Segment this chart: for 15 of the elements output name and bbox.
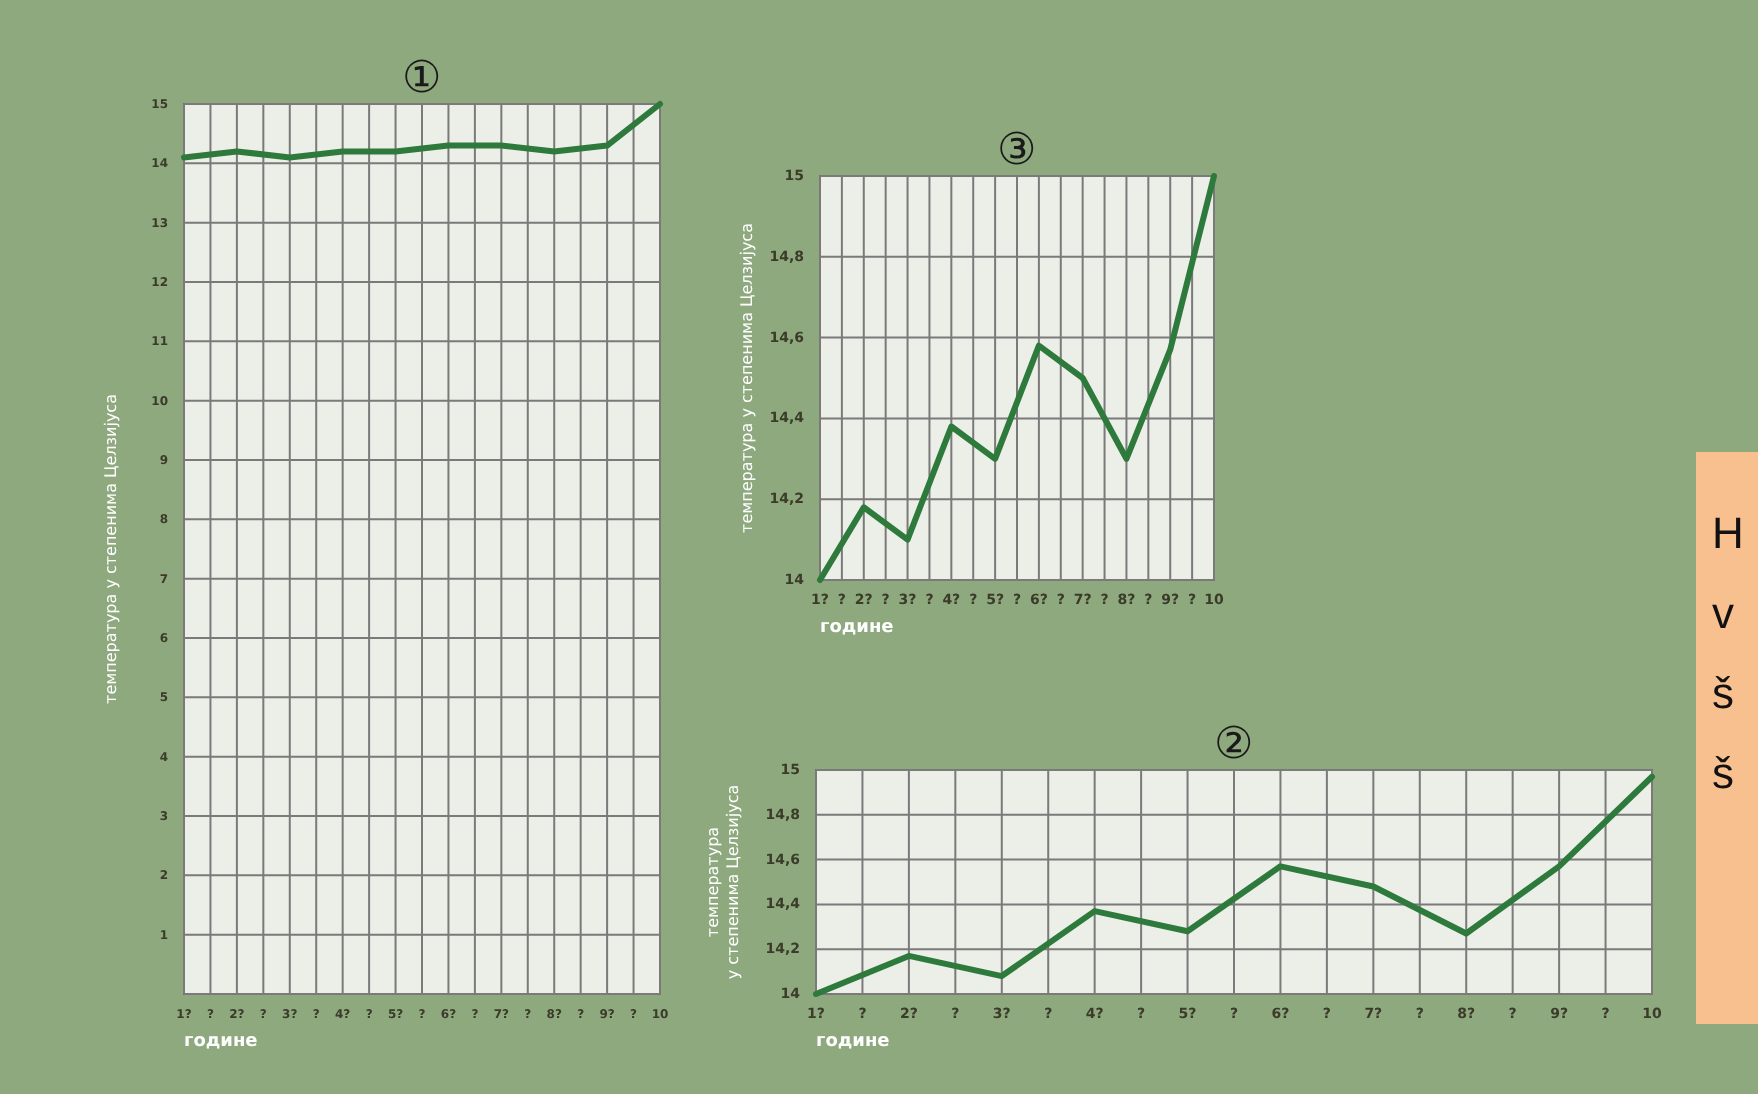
x-axis-title: године: [816, 1032, 890, 1052]
y-axis-title: температура у степенима Целзијуса: [738, 222, 756, 533]
y-axis-title: температура у степенима Целзијуса: [102, 393, 120, 704]
line-series: [813, 773, 1655, 997]
line-series: [817, 173, 1217, 583]
chart-title: ②: [1214, 720, 1254, 770]
x-axis-title: године: [820, 618, 894, 638]
chart-title: ③: [997, 126, 1037, 176]
text: v: [1712, 588, 1734, 638]
text: š: [1712, 748, 1734, 798]
y-axis-title: температура у степенима Целзијуса: [704, 784, 742, 980]
text: š: [1712, 668, 1734, 718]
text: H: [1712, 508, 1744, 558]
x-axis-title: године: [184, 1032, 258, 1052]
chart-title: ①: [402, 54, 442, 104]
